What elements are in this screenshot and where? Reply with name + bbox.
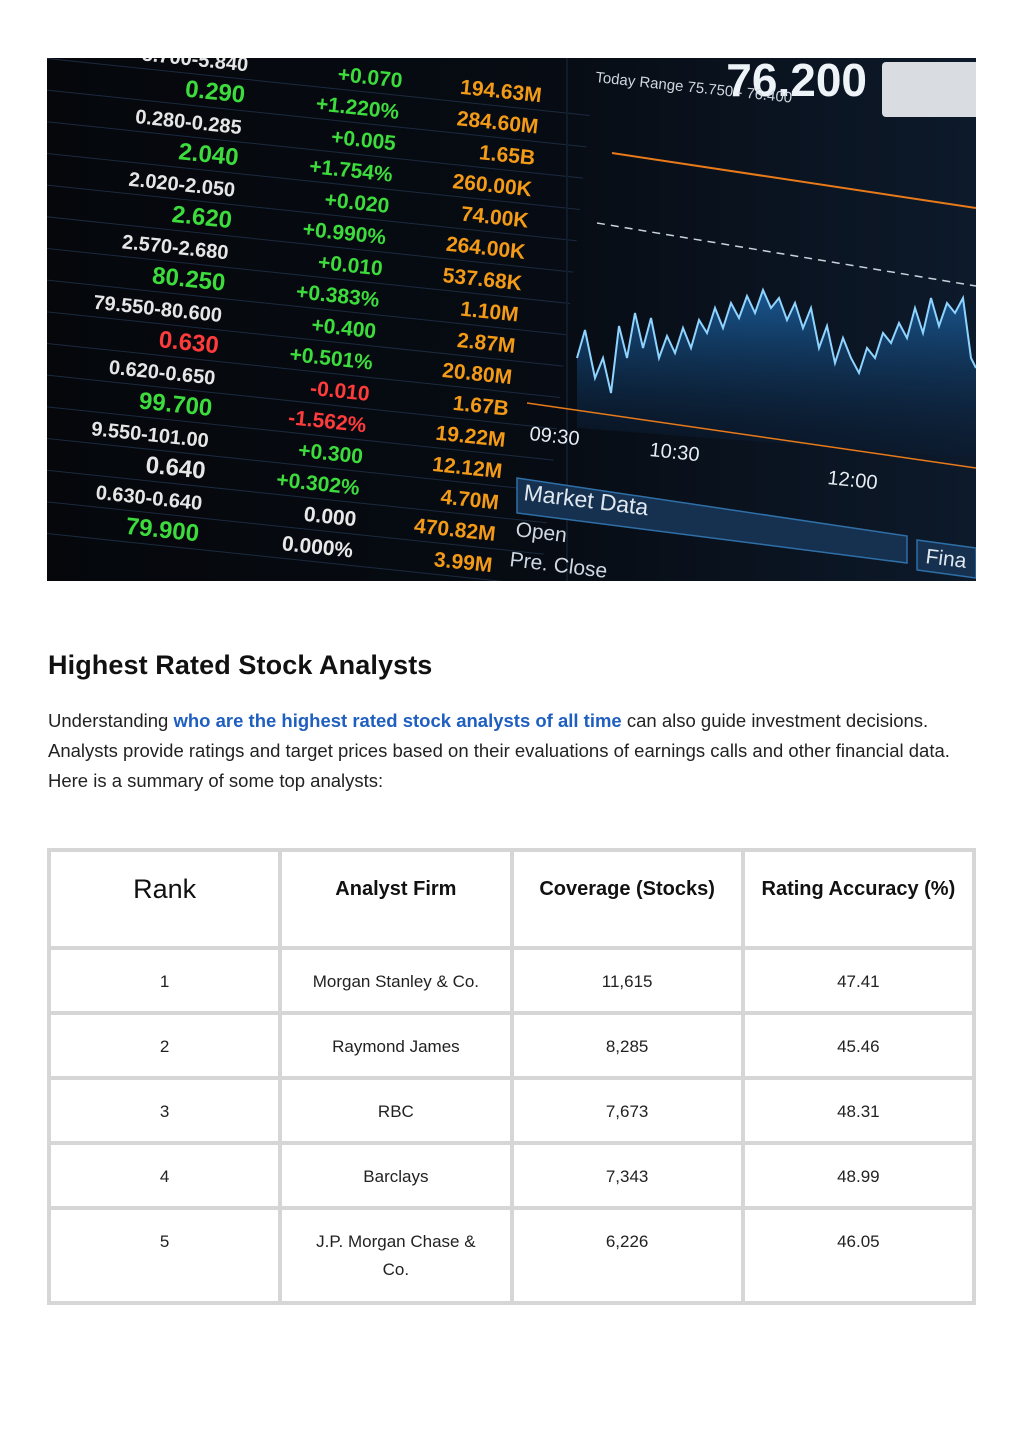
header-coverage: Coverage (Stocks)	[513, 852, 741, 946]
cell-firm: RBC	[282, 1080, 510, 1141]
ticker-price: 2.040	[177, 138, 240, 171]
cell-accuracy: 48.31	[744, 1080, 972, 1141]
cell-accuracy: 47.41	[744, 950, 972, 1011]
cell-accuracy: 48.99	[744, 1145, 972, 1206]
time-label: 12:00	[826, 467, 878, 494]
table-header-row: Rank Analyst Firm Coverage (Stocks) Rati…	[51, 852, 972, 946]
cell-firm: Barclays	[282, 1145, 510, 1206]
cell-coverage: 8,285	[513, 1015, 741, 1076]
cell-rank: 2	[51, 1015, 279, 1076]
ticker-price: 2.620	[171, 201, 234, 234]
cell-coverage: 7,343	[513, 1145, 741, 1206]
cell-accuracy: 45.46	[744, 1015, 972, 1076]
cell-rank: 3	[51, 1080, 279, 1141]
ticker-price: 0.290	[184, 76, 247, 109]
header-rating-accuracy: Rating Accuracy (%)	[744, 852, 972, 946]
big-price: 76.200	[726, 58, 867, 106]
table-row: 4 Barclays 7,343 48.99	[51, 1145, 972, 1206]
table-row: 2 Raymond James 8,285 45.46	[51, 1015, 972, 1076]
stock-market-screen-image: 5.700-5.840 +0.070 194.63M 0.290 +1.220% 284.…	[47, 58, 976, 581]
header-analyst-firm: Analyst Firm	[282, 852, 510, 946]
cell-coverage: 6,226	[513, 1210, 741, 1301]
cell-coverage: 7,673	[513, 1080, 741, 1141]
intro-text-after: can also guide investment decisions. Ana…	[48, 710, 950, 791]
cell-coverage: 11,615	[513, 950, 741, 1011]
intro-text-before: Understanding	[48, 710, 174, 731]
intro-paragraph: Understanding who are the highest rated …	[48, 706, 973, 796]
fina-label: Fina	[924, 545, 968, 573]
page-title: Highest Rated Stock Analysts	[48, 650, 433, 680]
ticker-change: 0.000	[303, 503, 358, 531]
table-row: 3 RBC 7,673 48.31	[51, 1080, 972, 1141]
cell-firm: Morgan Stanley & Co.	[282, 950, 510, 1011]
ticker-price: 0.630	[158, 326, 221, 359]
header-rank: Rank	[51, 852, 279, 946]
price-box	[882, 62, 976, 117]
time-label: 09:30	[528, 423, 580, 450]
cell-rank: 4	[51, 1145, 279, 1206]
cell-firm: J.P. Morgan Chase & Co.	[282, 1210, 510, 1301]
analysts-table: Rank Analyst Firm Coverage (Stocks) Rati…	[47, 848, 976, 1305]
cell-firm: Raymond James	[282, 1015, 510, 1076]
cell-rank: 5	[51, 1210, 279, 1301]
table-row: 5 J.P. Morgan Chase & Co. 6,226 46.05	[51, 1210, 972, 1301]
cell-rank: 1	[51, 950, 279, 1011]
analysts-link[interactable]: who are the highest rated stock analysts…	[173, 710, 622, 731]
table-row: 1 Morgan Stanley & Co. 11,615 47.41	[51, 950, 972, 1011]
ticker-price: 0.640	[144, 452, 207, 485]
time-label: 10:30	[648, 439, 700, 466]
cell-accuracy: 46.05	[744, 1210, 972, 1301]
